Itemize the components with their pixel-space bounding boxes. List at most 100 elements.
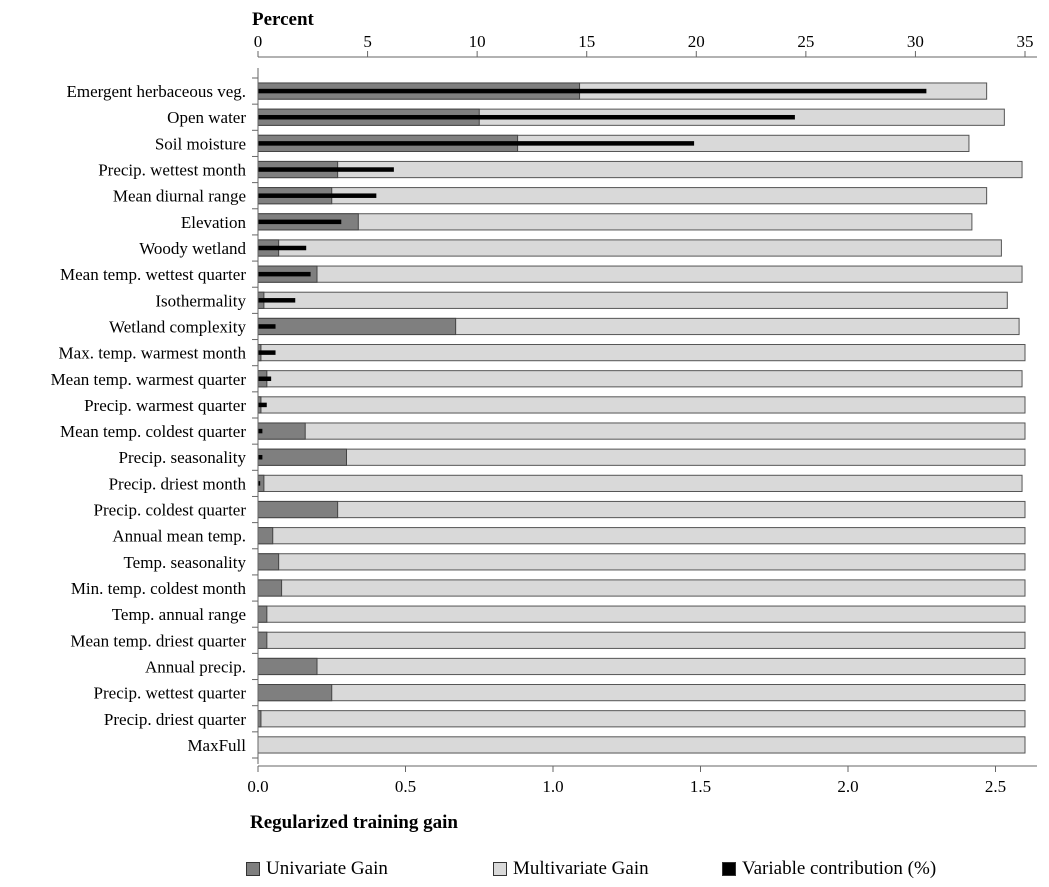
contribution-bar: [258, 298, 296, 303]
category-label: Precip. coldest quarter: [94, 501, 247, 520]
category-label: Mean temp. wettest quarter: [60, 265, 246, 284]
contribution-bar: [258, 402, 267, 408]
multivariate-bar: [257, 605, 1026, 623]
univariate-bar: [257, 631, 268, 649]
univariate-bar: [257, 657, 318, 676]
multivariate-bar: [257, 370, 1023, 388]
contribution-bar: [258, 376, 272, 382]
category-label: Annual precip.: [145, 657, 246, 676]
legend-item-contribution: Variable contribution (%): [722, 858, 936, 880]
category-label: Precip. seasonality: [119, 448, 247, 467]
category-label: Annual mean temp.: [112, 527, 246, 546]
univariate-bar: [257, 527, 274, 545]
category-label: Open water: [167, 108, 246, 127]
top-tick-label: 35: [1017, 32, 1034, 51]
univariate-bar: [257, 500, 339, 519]
univariate-bar: [257, 553, 280, 571]
category-label: Mean temp. warmest quarter: [51, 370, 247, 389]
multivariate-bar: [257, 657, 1026, 676]
contribution-bar: [258, 219, 342, 225]
top-tick-label: 5: [363, 32, 372, 51]
multivariate-bar: [257, 527, 1026, 545]
top-tick-label: 30: [907, 32, 924, 51]
category-label: Precip. wettest month: [98, 161, 246, 180]
contribution-bar: [258, 481, 261, 486]
multivariate-bar: [257, 710, 1026, 728]
category-label: Elevation: [181, 213, 247, 232]
category-label: Mean temp. coldest quarter: [60, 422, 246, 441]
category-label: Temp. seasonality: [123, 553, 246, 572]
category-label: Wetland complexity: [109, 317, 246, 336]
legend-swatch-multivariate: [493, 862, 507, 876]
contribution-bar: [258, 114, 795, 120]
legend-label-contribution: Variable contribution (%): [742, 858, 937, 879]
multivariate-bar: [257, 344, 1026, 362]
multivariate-bar: [257, 396, 1026, 414]
contribution-bar: [258, 454, 263, 460]
contribution-bar: [258, 193, 377, 198]
category-label: Precip. driest month: [109, 474, 247, 493]
bottom-tick-label: 0.5: [395, 777, 416, 796]
univariate-bar: [257, 448, 347, 466]
multivariate-bar: [257, 448, 1026, 466]
univariate-bar: [257, 317, 457, 336]
category-label: Woody wetland: [139, 239, 246, 258]
category-label: Min. temp. coldest month: [71, 579, 247, 598]
multivariate-bar: [257, 553, 1026, 571]
contribution-bar: [258, 428, 263, 434]
top-tick-label: 0: [254, 32, 263, 51]
top-tick-label: 20: [688, 32, 705, 51]
multivariate-bar: [257, 474, 1023, 492]
category-label: MaxFull: [187, 736, 246, 755]
univariate-bar: [257, 579, 283, 597]
univariate-bar: [257, 605, 268, 623]
legend-label-multivariate: Multivariate Gain: [513, 858, 649, 879]
legend-swatch-univariate: [246, 862, 260, 876]
legend-label-univariate: Univariate Gain: [266, 858, 388, 879]
contribution-bar: [258, 245, 307, 251]
multivariate-bar: [257, 500, 1026, 519]
bottom-tick-label: 1.0: [542, 777, 563, 796]
category-label: Soil moisture: [155, 134, 246, 153]
plot-area: Emergent herbaceous veg. Open water Soil m…: [51, 32, 1037, 796]
category-label: Mean diurnal range: [113, 187, 246, 206]
bottom-tick-label: 1.5: [690, 777, 711, 796]
multivariate-bar: [257, 291, 1008, 309]
top-tick-label: 15: [578, 32, 595, 51]
contribution-bar: [258, 167, 394, 172]
category-label: Precip. wettest quarter: [94, 684, 247, 703]
multivariate-bar: [257, 265, 1023, 283]
top-axis-title: Percent: [252, 9, 315, 30]
multivariate-bar: [257, 579, 1026, 597]
multivariate-bar: [257, 631, 1026, 649]
top-tick-label: 25: [797, 32, 814, 51]
category-label: Max. temp. warmest month: [59, 344, 247, 363]
legend-item-univariate: Univariate Gain: [246, 858, 388, 880]
multivariate-bar: [257, 684, 1026, 702]
contribution-bar: [258, 88, 927, 94]
multivariate-bar: [257, 422, 1026, 440]
top-tick-label: 10: [469, 32, 486, 51]
bottom-axis-title: Regularized training gain: [250, 812, 458, 833]
legend: Univariate Gain Multivariate Gain Variab…: [0, 858, 1049, 884]
contribution-bar: [258, 271, 311, 277]
univariate-bar: [257, 684, 333, 702]
category-label: Temp. annual range: [112, 605, 246, 624]
contribution-bar: [258, 324, 276, 329]
category-label: Isothermality: [155, 291, 246, 310]
category-label: Precip. warmest quarter: [84, 396, 246, 415]
category-label: Emergent herbaceous veg.: [66, 82, 246, 101]
legend-item-multivariate: Multivariate Gain: [493, 858, 649, 880]
multivariate-bar: [257, 213, 973, 231]
multivariate-bar: [257, 736, 1026, 754]
category-label: Mean temp. driest quarter: [70, 631, 246, 650]
legend-swatch-contribution: [722, 862, 736, 876]
bottom-tick-label: 2.5: [985, 777, 1006, 796]
bottom-tick-label: 0.0: [247, 777, 268, 796]
contribution-bar: [258, 141, 695, 146]
contribution-bar: [258, 350, 276, 355]
category-label: Precip. driest quarter: [104, 710, 246, 729]
univariate-bar: [257, 422, 306, 440]
multivariate-bar: [257, 239, 1002, 257]
